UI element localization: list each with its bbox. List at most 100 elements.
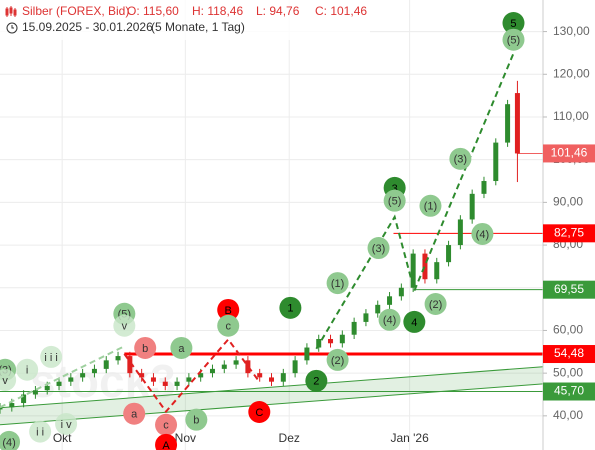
wave-label: (3) [454,154,467,166]
candle-body [127,356,133,374]
channel-line [0,366,544,409]
wave-label: 5 [510,18,516,30]
candle-body [493,142,499,182]
wave-label: a [178,343,185,355]
y-tick-label: 50,00 [553,365,583,379]
wave-label: (5) [507,35,520,47]
instrument-title: Silber (FOREX, Bid) [22,4,129,18]
candle-body [292,360,298,374]
candle-body [351,321,357,335]
wave-label: (3) [372,243,385,255]
wave-label: 4 [411,317,417,329]
wave-label: 2 [313,376,319,388]
candle-body [162,381,168,386]
wave-marker [419,194,442,217]
candle-body [150,377,156,382]
clock-hands [11,25,14,29]
wave-label: i v [61,419,73,431]
candle-body [198,373,204,378]
wave-marker [449,147,472,170]
candle-body [68,377,74,382]
candle-body [209,368,215,374]
date-range: 15.09.2025 - 30.01.2026 [22,20,153,34]
wave-label: b [193,415,199,427]
candle-body [21,394,27,404]
level-box [543,280,595,299]
candle-body [32,390,38,395]
wave-marker [155,433,178,450]
y-tick-label: 90,00 [553,195,583,209]
wave-label: i i [36,427,44,439]
wave-label: (2) [429,299,442,311]
wave-path [315,52,515,350]
wave-label: 3 [392,183,398,195]
y-tick-label: 60,00 [553,323,583,337]
wave-label: B [225,305,232,317]
wave-label: a [131,409,138,421]
candle-body [387,296,393,305]
candle-body [186,377,192,382]
wave-label: b [142,343,148,355]
level-box [543,224,595,243]
wave-marker [113,314,136,337]
candle-body [221,364,227,369]
candle-body [233,360,239,365]
candle-body [363,313,369,322]
wave-label: i [26,365,28,377]
candle-body [505,104,511,143]
wave-marker [502,12,525,35]
candle-body [375,304,381,314]
candle-body [339,334,345,344]
wave-label: (1) [331,278,344,290]
wave-marker [29,420,52,443]
wave-label: (5) [388,196,401,208]
candle-body [56,381,62,386]
ohlc-open: O: 115,60 [127,4,179,18]
candle-body [257,373,263,378]
candle-body [174,381,180,386]
header-bg [0,0,370,40]
candle-body [398,287,404,297]
candle-body [91,368,97,374]
wave-label: (2) [331,355,344,367]
y-tick-label: 40,00 [553,408,583,422]
wave-marker [123,402,146,425]
wave-marker [0,430,21,450]
ohlc-high: H: 118,46 [192,4,243,18]
level-label: 45,70 [554,384,584,398]
wave-label: C [255,407,263,419]
candle-body [9,403,15,408]
wave-marker [248,401,271,424]
candle-body [410,253,416,288]
level-label: 82,75 [554,225,584,239]
wave-path [123,337,261,414]
ohlc-low: L: 94,76 [256,4,300,18]
wave-marker [55,412,78,435]
wave-path [0,345,125,409]
level-label: 54,48 [554,346,584,360]
candle-body [115,356,121,361]
candle-body [103,360,109,369]
wave-label: c [225,321,231,333]
x-tick-label: Jan '26 [390,431,429,445]
candle-body [469,193,475,220]
candle-body [280,373,286,382]
candle-body [269,377,274,382]
wave-marker [155,413,178,436]
wave-marker [40,345,63,368]
wave-label: v [2,375,8,387]
candle-body [422,253,428,280]
wave-marker [383,189,406,212]
wave-marker [326,272,349,295]
channel-line [0,383,544,426]
candle-body [139,373,145,378]
candle-body [446,245,452,263]
candle-icon [5,6,17,17]
candle-body [44,385,50,391]
candle-body [434,262,440,280]
level-box [543,345,595,364]
wave-marker [502,28,525,51]
wave-marker [185,408,208,431]
